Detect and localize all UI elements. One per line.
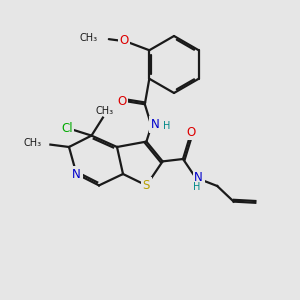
Text: S: S (143, 179, 150, 192)
Text: H: H (194, 182, 201, 192)
Text: O: O (117, 95, 126, 108)
Text: N: N (194, 171, 203, 184)
Text: CH₃: CH₃ (23, 138, 41, 148)
Text: N: N (72, 167, 81, 181)
Text: O: O (119, 34, 128, 47)
Text: N: N (151, 118, 159, 131)
Text: Cl: Cl (61, 122, 73, 135)
Text: H: H (163, 121, 171, 131)
Text: CH₃: CH₃ (80, 33, 98, 43)
Text: CH₃: CH₃ (95, 106, 113, 116)
Text: O: O (186, 125, 195, 139)
